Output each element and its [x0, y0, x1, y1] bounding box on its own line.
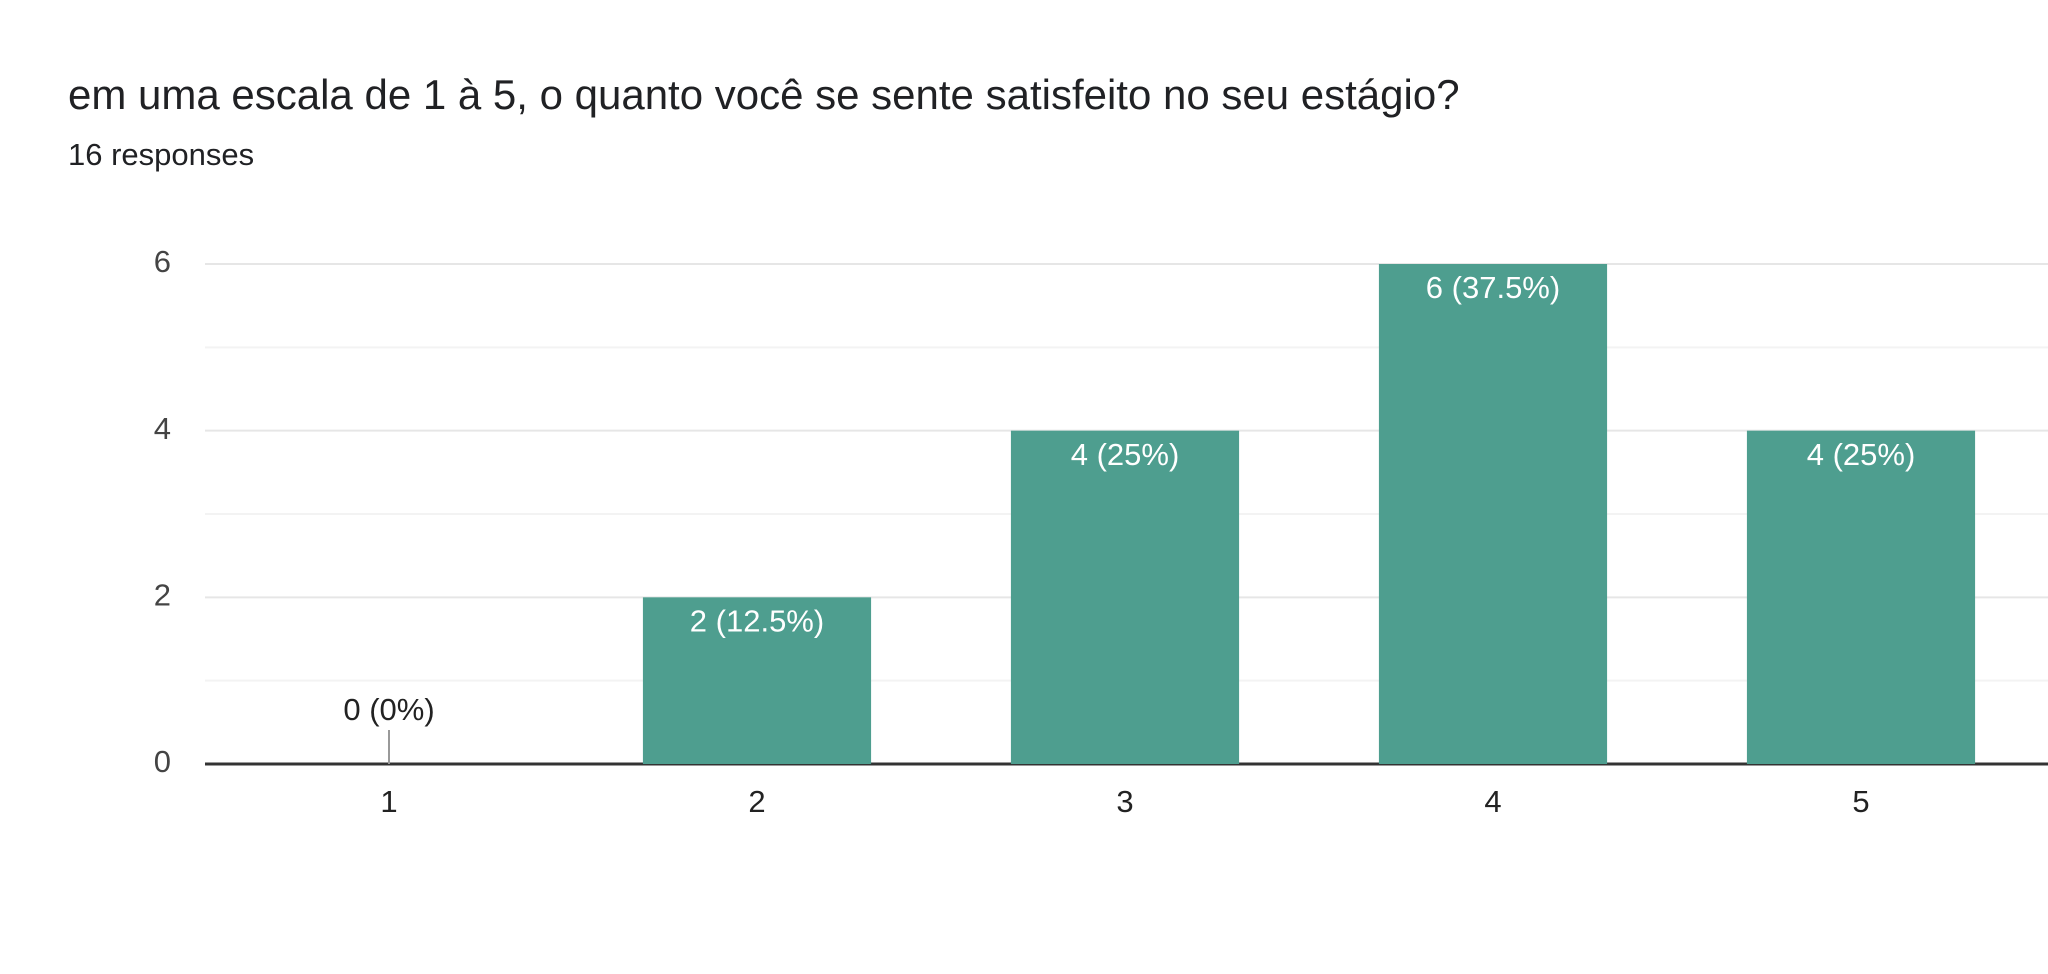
x-tick-label: 1 — [380, 784, 397, 819]
y-tick-label: 2 — [154, 578, 171, 613]
chart-subtitle: 16 responses — [68, 137, 254, 172]
x-tick-label: 4 — [1484, 784, 1501, 819]
value-label: 2 (12.5%) — [690, 604, 824, 639]
bar — [1746, 430, 1976, 764]
x-tick-label: 5 — [1852, 784, 1869, 819]
x-tick-label: 3 — [1116, 784, 1133, 819]
value-label: 0 (0%) — [343, 692, 434, 727]
y-tick-label: 4 — [154, 411, 171, 446]
y-tick-label: 0 — [154, 744, 171, 779]
value-label: 4 (25%) — [1071, 437, 1180, 472]
value-label: 4 (25%) — [1807, 437, 1916, 472]
bar — [642, 597, 872, 764]
bar — [1010, 430, 1240, 764]
y-tick-label: 6 — [154, 244, 171, 279]
chart-title: em uma escala de 1 à 5, o quanto você se… — [68, 71, 1460, 118]
bar — [1378, 264, 1608, 764]
x-tick-label: 2 — [748, 784, 765, 819]
value-label: 6 (37.5%) — [1426, 270, 1560, 305]
